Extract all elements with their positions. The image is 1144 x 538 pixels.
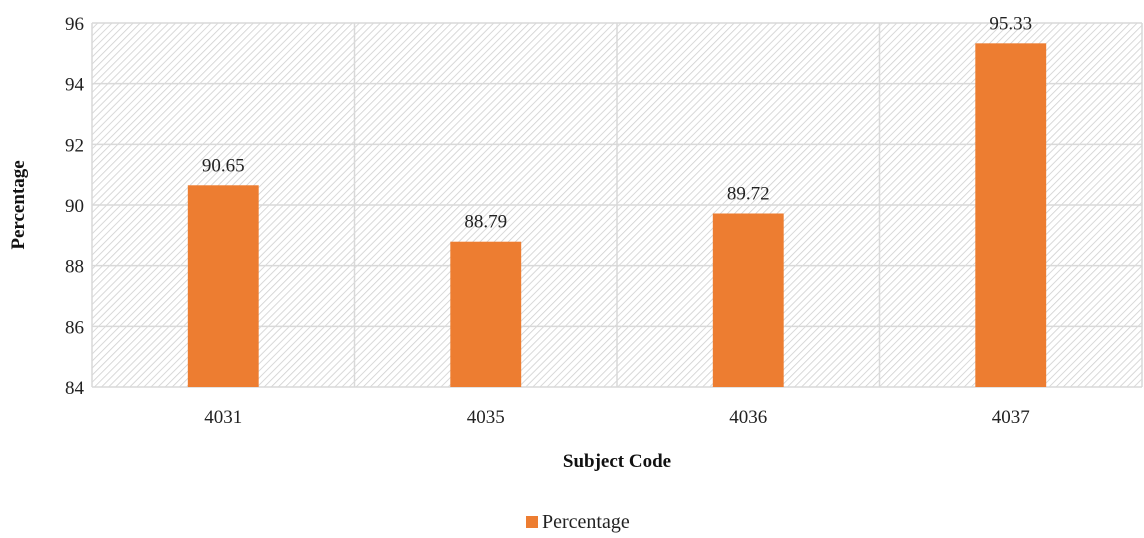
bars [187,43,1047,387]
bar-4037 [975,43,1047,387]
legend: Percentage [526,511,630,533]
data-label-4035: 88.79 [464,212,507,233]
bar-4031 [187,185,259,387]
x-tick-label-4037: 4037 [992,407,1030,428]
legend-label: Percentage [542,511,630,533]
bar-4035 [450,241,522,387]
y-tick-label: 88 [65,257,84,278]
bar-4036 [712,213,784,387]
x-tick-label-4031: 4031 [204,407,242,428]
x-tick-label-4035: 4035 [467,407,505,428]
y-tick-label: 96 [65,14,84,35]
data-label-4031: 90.65 [202,155,245,176]
gridlines [91,22,1143,388]
x-axis-title: Subject Code [563,451,671,472]
y-tick-label: 94 [65,75,85,96]
y-tick-label: 90 [65,196,84,217]
y-tick-label: 92 [65,135,84,156]
data-labels: 90.65 88.79 89.72 95.33 [202,13,1032,232]
y-axis-title: Percentage [8,160,29,249]
x-tick-label-4036: 4036 [729,407,767,428]
y-tick-labels: 84 86 88 90 92 94 96 [65,14,85,399]
y-tick-label: 84 [65,378,85,399]
x-tick-labels: 4031 4035 4036 4037 [204,407,1030,428]
data-label-4037: 95.33 [989,13,1032,34]
data-label-4036: 89.72 [727,183,770,204]
legend-swatch [526,516,538,528]
y-tick-label: 86 [65,317,84,338]
